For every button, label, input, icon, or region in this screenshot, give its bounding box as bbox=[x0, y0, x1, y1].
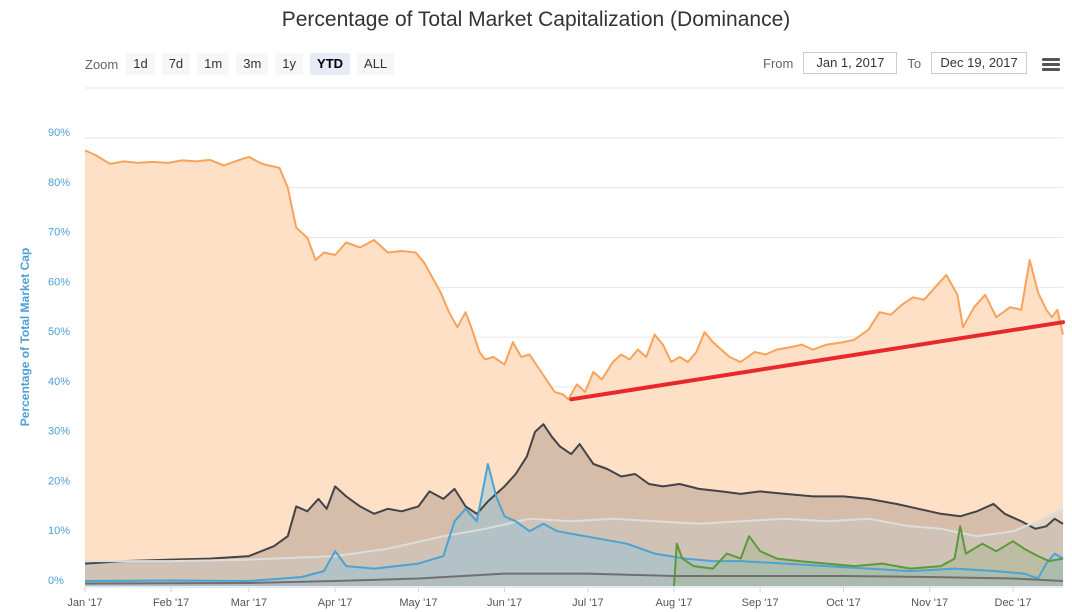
series-line-5[interactable] bbox=[84, 572, 1064, 585]
y-tick-label: 10% bbox=[48, 525, 70, 537]
series-line-0[interactable] bbox=[84, 149, 1064, 401]
zoom-button-3m[interactable]: 3m bbox=[236, 53, 269, 75]
to-date-input[interactable]: Dec 19, 2017 bbox=[931, 52, 1028, 74]
y-tick-label: 80% bbox=[48, 177, 70, 189]
y-tick-label: 30% bbox=[48, 426, 70, 438]
date-range-selector: From Jan 1, 2017 To Dec 19, 2017 bbox=[763, 52, 1037, 74]
x-tick-label: Nov '17 bbox=[911, 597, 948, 609]
series-area-2 bbox=[85, 508, 1063, 586]
x-tick-label: Feb '17 bbox=[153, 597, 189, 609]
y-tick-label: 0% bbox=[48, 575, 64, 587]
x-tick-label: Oct '17 bbox=[826, 597, 861, 609]
x-tick-label: Jan '17 bbox=[67, 597, 102, 609]
series-line-3[interactable] bbox=[84, 463, 1064, 582]
x-tick-label: Apr '17 bbox=[318, 597, 353, 609]
x-tick-label: Jul '17 bbox=[572, 597, 603, 609]
hamburger-menu-icon[interactable] bbox=[1042, 58, 1060, 72]
from-date-input[interactable]: Jan 1, 2017 bbox=[803, 52, 898, 74]
x-tick-label: Mar '17 bbox=[231, 597, 267, 609]
y-tick-label: 20% bbox=[48, 475, 70, 487]
to-label: To bbox=[907, 55, 922, 71]
series-areas bbox=[85, 150, 1063, 586]
series-line-1[interactable] bbox=[84, 423, 1064, 565]
zoom-toolbar: Zoom 1d 7d 1m 3m 1y YTD ALL bbox=[85, 52, 401, 76]
y-axis-label: Percentage of Total Market Cap bbox=[18, 248, 32, 427]
y-tick-label: 70% bbox=[48, 227, 70, 239]
x-tick-label: Dec '17 bbox=[995, 597, 1032, 609]
y-tick-label: 40% bbox=[48, 376, 70, 388]
series-area-0 bbox=[85, 150, 1063, 586]
series-line-4[interactable] bbox=[673, 525, 1064, 587]
trend-line bbox=[569, 320, 1065, 402]
x-tick-label: May '17 bbox=[399, 597, 437, 609]
x-tick-label: Jun '17 bbox=[487, 597, 522, 609]
series-area-4 bbox=[674, 526, 1063, 586]
x-tick-label: Sep '17 bbox=[742, 597, 779, 609]
series-lines bbox=[84, 149, 1064, 587]
x-axis: Jan '17 Feb '17 Mar '17 Apr '17 May '17 Jun '… bbox=[67, 586, 1063, 609]
zoom-button-all[interactable]: ALL bbox=[357, 53, 395, 75]
y-tick-label: 90% bbox=[48, 127, 70, 139]
series-area-3 bbox=[85, 464, 1063, 586]
chart-title: Percentage of Total Market Capitalizatio… bbox=[281, 8, 791, 31]
from-label: From bbox=[763, 55, 794, 71]
y-tick-label: 50% bbox=[48, 326, 70, 338]
y-axis: 0% 10% 20% 30% 40% 50% 60% 70% 80% 90% bbox=[48, 127, 70, 587]
zoom-button-7d[interactable]: 7d bbox=[161, 53, 191, 75]
zoom-button-ytd[interactable]: YTD bbox=[310, 53, 351, 75]
y-tick-label: 60% bbox=[48, 276, 70, 288]
annotations bbox=[569, 320, 1065, 402]
zoom-button-1m[interactable]: 1m bbox=[197, 53, 230, 75]
series-area-1 bbox=[85, 424, 1063, 586]
x-tick-label: Aug '17 bbox=[656, 597, 693, 609]
zoom-button-1y[interactable]: 1y bbox=[275, 53, 304, 75]
zoom-button-1d[interactable]: 1d bbox=[126, 53, 155, 75]
zoom-label: Zoom bbox=[85, 56, 119, 72]
